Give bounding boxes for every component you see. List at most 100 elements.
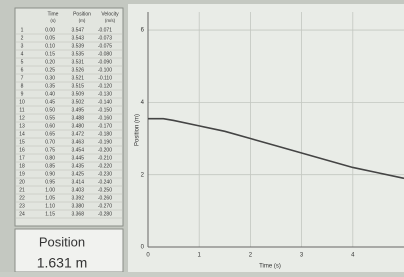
table-cell: -0.090	[98, 59, 112, 65]
table-cell: 3.488	[71, 115, 84, 121]
row-number: 6	[21, 67, 24, 73]
table-cell: 0.10	[45, 43, 55, 49]
table-cell: 1.05	[45, 195, 55, 201]
column-unit: (m/s)	[105, 18, 116, 23]
row-number: 4	[21, 51, 24, 57]
x-axis-label: Time (s)	[259, 264, 281, 270]
row-number: 15	[19, 139, 25, 145]
column-unit: (m)	[79, 18, 86, 23]
table-cell: 0.60	[45, 123, 55, 129]
table-cell: 3.502	[71, 99, 84, 105]
table-cell: 0.70	[45, 139, 55, 145]
table-cell: 3.472	[71, 131, 84, 137]
table-cell: 0.45	[45, 99, 55, 105]
table-cell: -0.120	[98, 83, 112, 89]
table-cell: 3.435	[71, 163, 84, 169]
table-cell: 0.00	[45, 27, 55, 33]
row-number: 16	[19, 147, 25, 153]
row-number: 14	[19, 131, 25, 137]
table-cell: 3.531	[71, 59, 84, 65]
table-cell: -0.240	[98, 179, 112, 185]
table-cell: -0.260	[98, 195, 112, 201]
table-cell: 3.403	[71, 187, 84, 193]
row-number: 2	[21, 35, 24, 41]
row-number: 12	[19, 115, 25, 121]
table-cell: 3.515	[71, 83, 84, 89]
table-cell: 0.90	[45, 171, 55, 177]
y-axis-label: Position (m)	[135, 114, 141, 146]
row-number: 11	[19, 107, 24, 113]
row-number: 1	[21, 27, 24, 33]
table-cell: 0.15	[45, 51, 55, 57]
table-cell: 3.526	[71, 67, 84, 73]
row-number: 5	[21, 59, 24, 65]
graph-panel	[128, 4, 404, 272]
table-cell: 0.30	[45, 75, 55, 81]
table-cell: -0.130	[98, 91, 112, 97]
table-cell: 0.65	[45, 131, 55, 137]
row-number: 18	[19, 163, 25, 169]
table-cell: 3.543	[71, 35, 84, 41]
row-number: 17	[19, 155, 25, 161]
table-cell: 3.380	[71, 203, 84, 209]
table-cell: -0.080	[98, 51, 112, 57]
table-cell: 1.00	[45, 187, 55, 193]
table-cell: 3.480	[71, 123, 84, 129]
table-cell: 0.40	[45, 91, 55, 97]
meter-value: 1.631 m	[37, 255, 88, 271]
row-number: 21	[19, 187, 25, 193]
table-cell: -0.071	[98, 27, 112, 33]
row-number: 10	[19, 99, 25, 105]
column-header: Time	[48, 11, 59, 17]
table-cell: -0.210	[98, 155, 112, 161]
row-number: 13	[19, 123, 25, 129]
table-cell: 3.509	[71, 91, 84, 97]
table-cell: 0.20	[45, 59, 55, 65]
row-number: 9	[21, 91, 24, 97]
table-cell: -0.190	[98, 139, 112, 145]
table-cell: 0.05	[45, 35, 55, 41]
table-cell: 0.80	[45, 155, 55, 161]
table-cell: 3.463	[71, 139, 84, 145]
table-cell: 0.35	[45, 83, 55, 89]
row-number: 19	[19, 171, 25, 177]
table-cell: -0.270	[98, 203, 112, 209]
column-unit: (s)	[50, 18, 56, 23]
table-cell: 3.425	[71, 171, 84, 177]
table-cell: -0.200	[98, 147, 112, 153]
table-cell: 3.392	[71, 195, 84, 201]
table-cell: -0.150	[98, 107, 112, 113]
table-cell: 3.454	[71, 147, 84, 153]
table-cell: 1.15	[45, 211, 55, 217]
table-cell: 0.85	[45, 163, 55, 169]
row-number: 8	[21, 83, 24, 89]
table-cell: -0.075	[98, 43, 112, 49]
table-cell: 0.25	[45, 67, 55, 73]
table-cell: 3.414	[71, 179, 84, 185]
table-cell: 3.495	[71, 107, 84, 113]
table-cell: -0.160	[98, 115, 112, 121]
table-cell: 3.547	[71, 27, 84, 33]
meter-label: Position	[39, 234, 85, 249]
row-number: 22	[19, 195, 25, 201]
table-cell: 3.368	[71, 211, 84, 217]
table-cell: 0.95	[45, 179, 55, 185]
table-cell: -0.180	[98, 131, 112, 137]
table-cell: -0.140	[98, 99, 112, 105]
table-cell: 0.55	[45, 115, 55, 121]
table-cell: -0.110	[98, 75, 112, 81]
row-number: 23	[19, 203, 25, 209]
table-cell: -0.280	[98, 211, 112, 217]
table-cell: 3.535	[71, 51, 84, 57]
table-cell: -0.170	[98, 123, 112, 129]
table-cell: -0.230	[98, 171, 112, 177]
table-cell: 0.50	[45, 107, 55, 113]
column-header: Position	[73, 11, 91, 17]
table-cell: 3.521	[71, 75, 84, 81]
table-cell: 3.445	[71, 155, 84, 161]
row-number: 3	[21, 43, 24, 49]
table-cell: 0.75	[45, 147, 55, 153]
table-cell: 1.10	[45, 203, 55, 209]
table-cell: -0.073	[98, 35, 112, 41]
row-number: 24	[19, 211, 25, 217]
